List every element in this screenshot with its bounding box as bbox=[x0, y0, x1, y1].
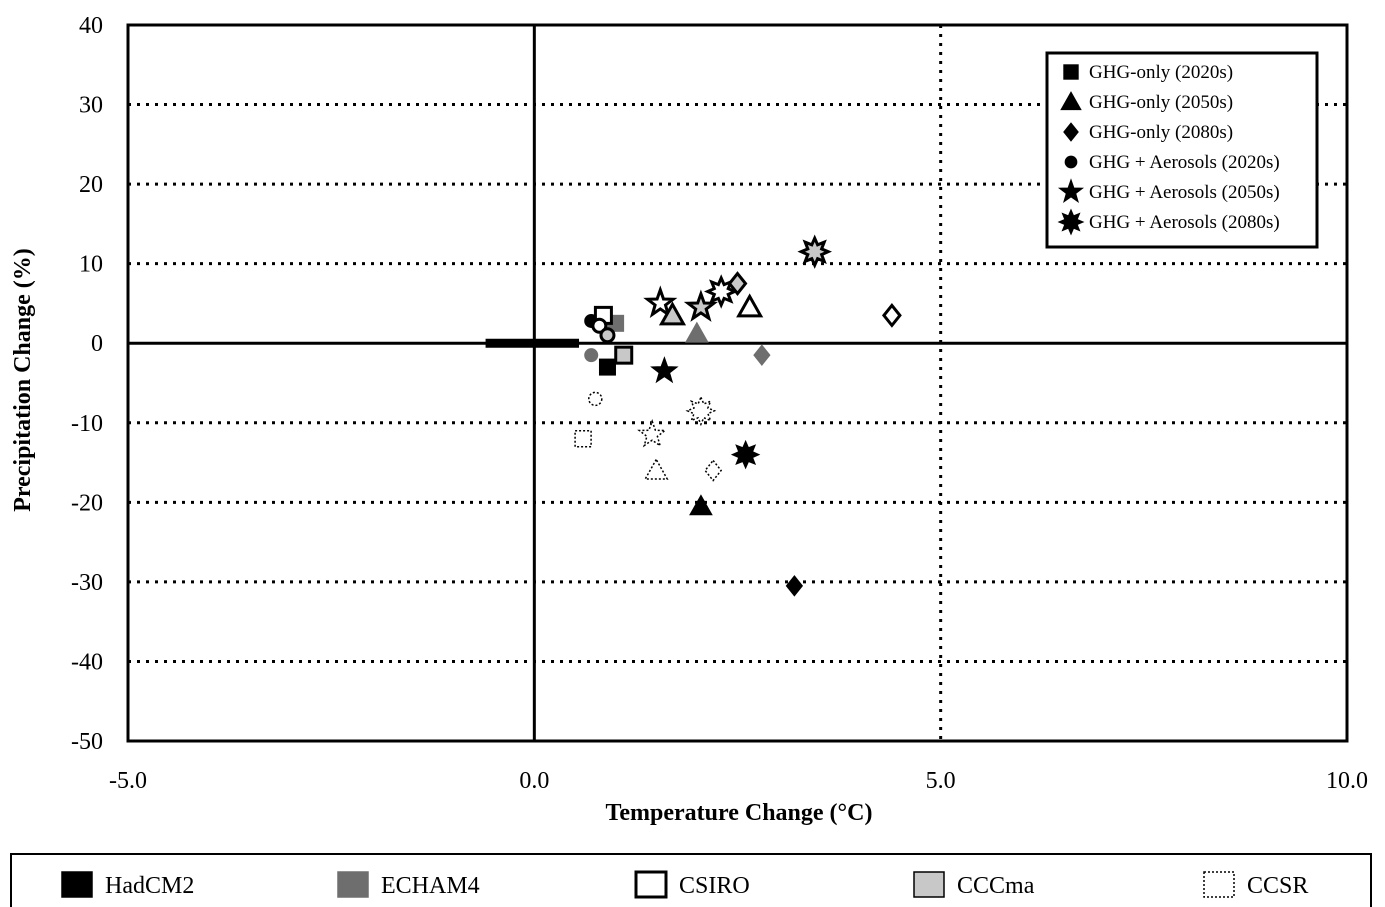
scenario-legend-frame bbox=[1045, 51, 1319, 249]
data-point bbox=[658, 301, 687, 326]
legend-label: GHG + Aerosols (2080s) bbox=[1089, 212, 1280, 233]
data-point bbox=[598, 358, 616, 376]
data-point bbox=[637, 418, 668, 448]
x-tick-label: 5.0 bbox=[926, 768, 956, 794]
legend-marker bbox=[1063, 122, 1079, 142]
model-swatch bbox=[61, 871, 93, 898]
model-label: CCSR bbox=[1247, 873, 1308, 899]
y-tick-label: -40 bbox=[71, 649, 103, 675]
scenario-legend: GHG-only (2020s) GHG-only (2050s) GHG-only… bbox=[1045, 51, 1319, 249]
legend-label: GHG-only (2020s) bbox=[1089, 62, 1233, 83]
y-tick-label: 0 bbox=[91, 331, 103, 357]
data-point bbox=[574, 429, 592, 448]
data-point bbox=[650, 356, 679, 384]
model-label: HadCM2 bbox=[105, 873, 194, 899]
y-axis-title: Precipitation Change (%) bbox=[10, 248, 36, 512]
plot-frame bbox=[126, 23, 1349, 743]
y-tick-label: -20 bbox=[71, 490, 103, 516]
y-tick-label: 10 bbox=[79, 252, 103, 278]
model-label: CCCma bbox=[957, 873, 1035, 899]
data-point bbox=[797, 234, 832, 269]
data-point bbox=[785, 575, 804, 597]
legend-marker bbox=[1060, 91, 1082, 111]
data-point bbox=[643, 285, 678, 319]
data-point bbox=[704, 459, 723, 482]
data-point bbox=[588, 391, 603, 407]
data-point bbox=[643, 457, 669, 480]
data-point bbox=[881, 302, 902, 328]
y-tick-label: -30 bbox=[71, 570, 103, 596]
legend-label: GHG-only (2080s) bbox=[1089, 122, 1233, 143]
data-point bbox=[685, 395, 717, 427]
data-points bbox=[574, 234, 902, 597]
model-label: CSIRO bbox=[679, 873, 750, 899]
y-tick-label: 40 bbox=[79, 13, 103, 39]
legend-label: GHG-only (2050s) bbox=[1089, 92, 1233, 113]
grid-layer bbox=[128, 25, 1347, 741]
axis-layer bbox=[126, 23, 1349, 743]
x-tick-label: -5.0 bbox=[109, 768, 147, 794]
x-tick-label: 10.0 bbox=[1326, 768, 1368, 794]
data-point bbox=[703, 274, 739, 309]
data-point bbox=[685, 321, 709, 343]
data-point bbox=[599, 327, 616, 344]
model-legend: HadCM2 ECHAM4 CSIRO CCCma CCSR bbox=[10, 853, 1372, 907]
data-point bbox=[736, 293, 764, 318]
data-point bbox=[727, 271, 748, 296]
y-tick-label: -10 bbox=[71, 411, 103, 437]
data-point bbox=[614, 345, 634, 365]
data-point bbox=[730, 439, 761, 470]
legend-label: GHG + Aerosols (2020s) bbox=[1089, 152, 1280, 173]
data-point bbox=[753, 344, 771, 366]
data-point bbox=[689, 494, 713, 516]
y-tick-label: 30 bbox=[79, 93, 103, 119]
data-point bbox=[683, 289, 719, 322]
model-swatch bbox=[913, 871, 945, 898]
tick-labels: 40 30 20 10 0 -10 -20 -30 -40 -50-5.0 0.0 5.0 10.0 bbox=[71, 13, 1368, 794]
x-tick-label: 0.0 bbox=[519, 768, 549, 794]
legend-label: GHG + Aerosols (2050s) bbox=[1089, 182, 1280, 203]
model-legend-frame bbox=[10, 853, 1372, 907]
x-axis-title: Temperature Change (°C) bbox=[606, 800, 873, 826]
y-tick-label: 20 bbox=[79, 172, 103, 198]
legend-marker bbox=[1063, 64, 1079, 80]
model-swatch bbox=[1203, 871, 1235, 898]
y-tick-label: -50 bbox=[71, 729, 103, 755]
model-swatch bbox=[337, 871, 369, 898]
legend-marker bbox=[1064, 155, 1078, 169]
model-label: ECHAM4 bbox=[381, 873, 480, 899]
legend-marker bbox=[1057, 208, 1085, 236]
data-point bbox=[584, 348, 599, 363]
model-swatch bbox=[634, 870, 668, 899]
legend-marker bbox=[1057, 178, 1085, 204]
